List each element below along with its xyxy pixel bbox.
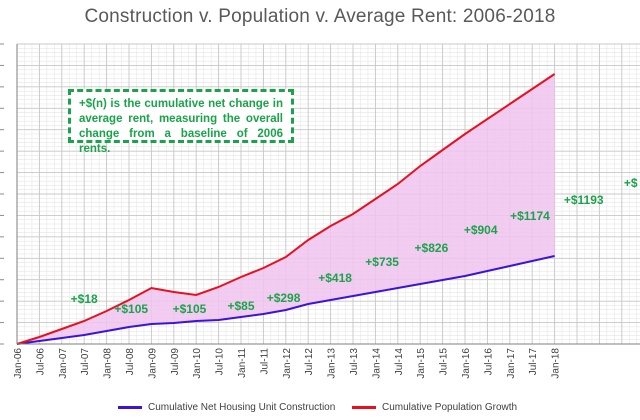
chart-annotation-note: +$(n) is the cumulative net change in av… <box>68 89 294 155</box>
series-line-population <box>16 73 556 345</box>
rent-change-label: +$1193 <box>564 193 604 207</box>
x-tick-label: Jan-13 <box>327 348 338 379</box>
rent-change-label: +$826 <box>415 241 449 255</box>
rent-change-label: +$418 <box>318 271 352 285</box>
legend-label-population: Cumulative Population Growth <box>382 402 518 413</box>
x-tick-label: Jan-15 <box>416 348 427 379</box>
x-tick-label: Jul-10 <box>215 348 226 376</box>
rent-change-label: +$298 <box>267 291 301 305</box>
rent-change-label: +$105 <box>114 302 148 316</box>
x-tick-label: Jan-12 <box>282 348 293 379</box>
x-tick-label: Jan-11 <box>237 348 248 378</box>
x-tick-label: Jul-12 <box>304 348 315 376</box>
x-tick-label: Jan-16 <box>461 348 472 379</box>
legend-label-construction: Cumulative Net Housing Unit Construction <box>148 402 336 413</box>
x-tick-label: Jul-08 <box>125 348 136 376</box>
series-line-construction <box>16 255 555 345</box>
rent-change-label: +$1174 <box>510 209 550 223</box>
legend-item-population: Cumulative Population Growth <box>352 402 517 413</box>
rent-change-label: +$ <box>624 176 638 190</box>
x-tick-label: Jul-16 <box>483 348 494 376</box>
x-tick-label: Jul-13 <box>349 348 360 376</box>
rent-change-label: +$904 <box>464 223 498 237</box>
x-tick-label: Jan-08 <box>103 348 114 379</box>
x-tick-label: Jan-07 <box>58 348 69 379</box>
x-tick-label: Jan-09 <box>147 348 158 379</box>
rent-change-label: +$18 <box>71 292 98 306</box>
x-tick-label: Jul-09 <box>170 348 181 376</box>
rent-change-label: +$105 <box>173 302 207 316</box>
x-tick-label: Jan-10 <box>192 348 203 379</box>
area-between-series <box>17 74 555 344</box>
x-tick-label: Jul-15 <box>439 348 450 376</box>
rent-change-label: +$735 <box>365 255 399 269</box>
rent-change-label: +$85 <box>227 299 254 313</box>
x-tick-label: Jul-06 <box>35 348 46 376</box>
x-tick-label: Jan-17 <box>506 348 517 379</box>
chart-legend: Cumulative Net Housing Unit Construction… <box>0 402 640 418</box>
legend-swatch-construction <box>118 406 142 409</box>
x-tick-label: Jan-06 <box>13 348 24 379</box>
chart-title: Construction v. Population v. Average Re… <box>84 6 556 27</box>
x-tick-label: Jul-17 <box>528 348 539 376</box>
x-tick-label: Jul-11 <box>259 348 270 375</box>
x-tick-label: Jan-18 <box>551 348 562 379</box>
x-tick-label: Jan-14 <box>371 348 382 379</box>
legend-swatch-population <box>352 406 376 409</box>
legend-item-construction: Cumulative Net Housing Unit Construction <box>118 402 335 413</box>
x-tick-label: Jul-14 <box>394 348 405 376</box>
x-tick-label: Jul-07 <box>80 348 91 376</box>
